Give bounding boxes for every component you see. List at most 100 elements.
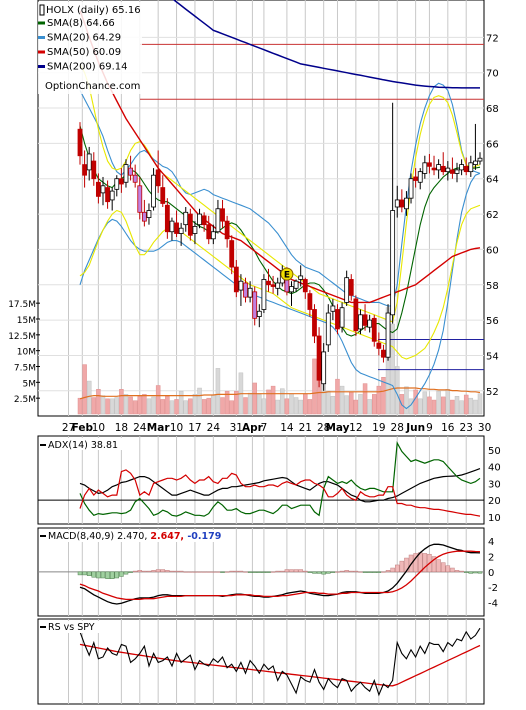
volume-bar — [151, 396, 156, 415]
macd-histogram-bar — [284, 569, 290, 573]
macd-histogram-bar — [151, 570, 156, 573]
candle-body — [330, 305, 336, 312]
macd-histogram-bar — [261, 571, 267, 573]
volume-bar — [404, 386, 409, 415]
volume-bar — [261, 398, 267, 415]
volume-bar — [114, 397, 120, 415]
candle-body — [302, 279, 308, 293]
candle-body — [187, 213, 193, 236]
adx-panel-frame — [37, 435, 485, 525]
x-axis-label: 23 — [460, 422, 473, 434]
volume-bar — [335, 378, 340, 415]
candle-body — [454, 169, 460, 174]
macd-title-text: MACD(8,40,9) 2.470, 2.647, -0.179 — [48, 531, 221, 542]
volume-bar — [303, 393, 308, 415]
macd-histogram-bar — [280, 570, 285, 573]
volume-bar — [229, 400, 234, 415]
volume-axis-tick: 12.5M — [8, 332, 36, 342]
macd-histogram-bar — [321, 571, 326, 575]
macd-histogram-bar — [215, 571, 221, 573]
volume-bar — [450, 399, 455, 415]
volume-bar — [349, 391, 354, 415]
macd-histogram-bar — [270, 571, 276, 573]
adx-di-line — [79, 469, 481, 517]
macd-histogram-bar — [114, 571, 120, 579]
volume-bar — [353, 399, 359, 415]
candle-body — [353, 298, 359, 332]
macd-histogram-bar — [201, 571, 207, 573]
candle-body — [436, 164, 442, 171]
adx-title-bg — [44, 438, 130, 450]
price-axis-tick: 52 — [486, 387, 499, 398]
volume-axis-tick: 7.5M — [14, 364, 36, 374]
volume-bar — [215, 368, 221, 415]
volume-bar — [298, 399, 303, 415]
volume-bar — [266, 389, 271, 415]
macd-histogram-bar — [257, 571, 262, 573]
macd-histogram-bar — [243, 571, 248, 573]
candle-body — [210, 231, 216, 240]
volume-bar — [220, 397, 225, 415]
rs-line — [79, 627, 481, 697]
adx-adx-line — [79, 468, 481, 503]
macd-histogram-bar — [77, 571, 83, 576]
sma-200--line — [172, 0, 480, 89]
x-axis-label: 7 — [261, 422, 268, 434]
macd-histogram-bar — [100, 571, 106, 579]
candle-body — [473, 160, 478, 165]
candle-body — [201, 215, 207, 226]
volume-bar — [165, 396, 170, 415]
volume-bar — [243, 397, 248, 415]
volume-bar — [367, 399, 372, 415]
candle-body — [335, 309, 340, 330]
volume-bar — [160, 399, 166, 415]
candle-body — [270, 284, 276, 287]
volume-bar — [422, 391, 428, 415]
candle-body — [367, 319, 373, 328]
macd-histogram-bar — [399, 560, 405, 573]
macd-histogram-bar — [353, 570, 359, 573]
macd-histogram-bar — [312, 571, 317, 574]
price-axis-tick: 56 — [486, 316, 499, 327]
legend-label-3: SMA(200) 69.14 — [47, 62, 128, 73]
candle-body — [348, 279, 354, 296]
candle-body — [86, 153, 92, 171]
volume-bar — [275, 399, 280, 415]
candle-body — [169, 220, 175, 233]
volume-axis-tick: 10M — [17, 348, 36, 358]
price-axis-tick: 62 — [486, 210, 499, 221]
chart-title: HOLX (daily) 65.16 — [46, 5, 141, 16]
candle-body — [128, 167, 133, 176]
horizontal-gridlines — [38, 36, 484, 392]
candle-body — [325, 312, 331, 346]
volume-bar — [326, 390, 331, 415]
candle-body — [381, 349, 386, 358]
candle-body — [316, 335, 322, 381]
volume-bar — [224, 390, 230, 415]
volume-bar — [372, 394, 377, 415]
x-axis-label: 28 — [317, 422, 330, 434]
macd-histogram-bar — [247, 571, 253, 573]
volume-bar — [257, 394, 262, 415]
candle-body — [463, 165, 469, 173]
candle-body — [408, 178, 414, 199]
macd-histogram-bar — [197, 571, 202, 573]
candle-body — [321, 351, 327, 385]
macd-histogram-bar — [473, 571, 478, 574]
x-axis-label: 19 — [372, 422, 385, 434]
volume-axis-tick: 2.5M — [14, 395, 36, 405]
candle-body — [307, 293, 313, 310]
macd-histogram-bar — [206, 571, 211, 573]
candle-body — [192, 226, 198, 234]
rs-title-bg — [44, 621, 104, 633]
candle-body — [114, 178, 120, 190]
macd-histogram-bar — [440, 562, 446, 573]
macd-title-part-2: -0.179 — [187, 531, 221, 542]
macd-histogram-bar — [454, 570, 460, 573]
x-axis-label: 24 — [133, 422, 147, 434]
macd-histogram-bar — [238, 570, 244, 573]
macd-axis-tick: 4 — [488, 537, 494, 548]
volume-bar — [284, 398, 290, 415]
candle-body — [399, 199, 405, 208]
